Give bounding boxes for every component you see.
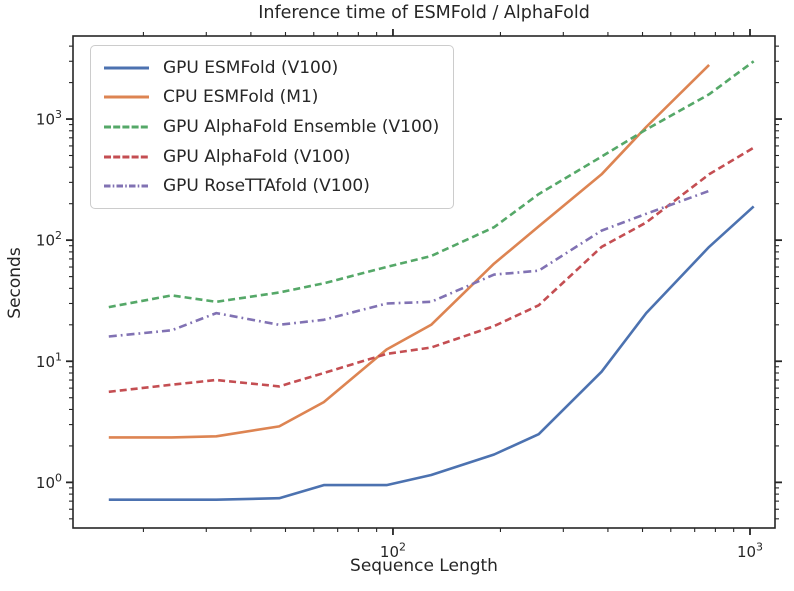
- x-tick-label: 103: [737, 541, 763, 562]
- legend: GPU ESMFold (V100) CPU ESMFold (M1) GPU Al…: [90, 45, 455, 209]
- y-tick-label: 102: [36, 229, 62, 250]
- chart-title: Inference time of ESMFold / AlphaFold: [258, 3, 590, 23]
- legend-swatch-line: [104, 184, 149, 188]
- x-tick-label: 102: [380, 541, 406, 562]
- legend-label: GPU AlphaFold (V100): [163, 146, 351, 167]
- series-line-gpu-rosettafold-v100: [108, 189, 710, 338]
- axes-spines: [72, 35, 776, 529]
- y-tick-label: 100: [36, 471, 62, 492]
- legend-item-gpu-esmfold-v100: GPU ESMFold (V100): [103, 53, 439, 83]
- legend-label: CPU ESMFold (M1): [163, 87, 319, 108]
- y-tick-label: 103: [36, 108, 62, 129]
- series-line-cpu-esmfold-m1: [108, 63, 711, 439]
- legend-label: GPU RoseTTAfold (V100): [163, 176, 370, 197]
- legend-swatch-line: [104, 155, 149, 159]
- legend-label: GPU ESMFold (V100): [163, 57, 339, 78]
- y-tick-label: 101: [36, 350, 62, 371]
- legend-item-gpu-rosettafold-v100: GPU RoseTTAfold (V100): [103, 171, 439, 201]
- legend-item-gpu-alphafold-ensemble-v100: GPU AlphaFold Ensemble (V100): [103, 112, 439, 142]
- legend-swatch-line: [104, 125, 149, 129]
- legend-label: GPU AlphaFold Ensemble (V100): [163, 116, 440, 137]
- legend-item-cpu-esmfold-m1: CPU ESMFold (M1): [103, 83, 439, 113]
- x-axis-label: Sequence Length: [350, 556, 498, 576]
- series-line-gpu-esmfold-v100: [108, 205, 755, 501]
- y-axis-label: Seconds: [5, 247, 25, 319]
- legend-item-gpu-alphafold-v100: GPU AlphaFold (V100): [103, 142, 439, 172]
- legend-swatch-line: [104, 95, 149, 99]
- legend-swatch-line: [104, 66, 149, 70]
